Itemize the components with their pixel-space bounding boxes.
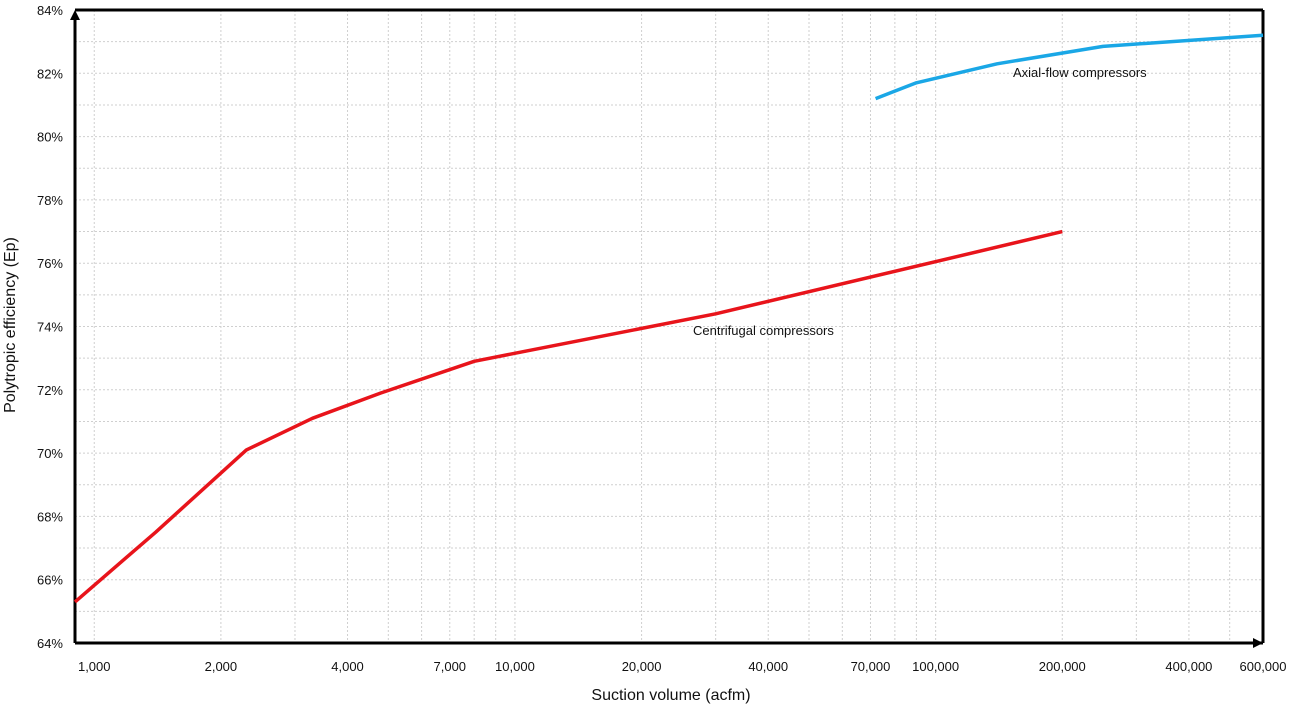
- x-tick-label: 20,000: [622, 659, 662, 674]
- y-tick-label: 84%: [37, 3, 63, 18]
- axes: [70, 8, 1265, 648]
- x-tick-label: 10,000: [495, 659, 535, 674]
- y-tick-label: 78%: [37, 193, 63, 208]
- x-tick-label: 40,000: [748, 659, 788, 674]
- x-axis-arrowhead: [1253, 638, 1263, 648]
- y-tick-label: 82%: [37, 66, 63, 81]
- annotations: Centrifugal compressors Axial-flow compre…: [693, 65, 1147, 338]
- y-axis-title: Polytropic efficiency (Ep): [2, 237, 19, 413]
- y-tick-label: 72%: [37, 383, 63, 398]
- y-tick-label: 76%: [37, 256, 63, 271]
- x-tick-label: 4,000: [331, 659, 364, 674]
- x-tick-label: 400,000: [1165, 659, 1212, 674]
- tick-labels: 1,000 2,000 4,000 7,000 10,000 20,000 40,000 70…: [37, 3, 1287, 674]
- y-tick-label: 68%: [37, 509, 63, 524]
- x-tick-label: 1,000: [78, 659, 111, 674]
- x-tick-label: 100,000: [912, 659, 959, 674]
- axial-label: Axial-flow compressors: [1013, 65, 1147, 80]
- x-tick-label: 2,000: [205, 659, 238, 674]
- y-tick-label: 70%: [37, 446, 63, 461]
- y-axis-arrowhead: [70, 10, 80, 20]
- grid: [75, 10, 1263, 643]
- axial-series-line: [874, 33, 1264, 101]
- x-tick-label: 600,000: [1240, 659, 1287, 674]
- y-tick-label: 80%: [37, 130, 63, 145]
- series-lines: [73, 33, 1264, 604]
- y-tick-label: 74%: [37, 320, 63, 335]
- centrifugal-series-line: [73, 229, 1063, 604]
- x-tick-label: 200,000: [1039, 659, 1086, 674]
- y-tick-label: 64%: [37, 636, 63, 651]
- x-tick-label: 7,000: [434, 659, 467, 674]
- centrifugal-label: Centrifugal compressors: [693, 323, 834, 338]
- y-tick-label: 66%: [37, 573, 63, 588]
- x-tick-label: 70,000: [851, 659, 891, 674]
- x-axis-title: Suction volume (acfm): [591, 687, 750, 704]
